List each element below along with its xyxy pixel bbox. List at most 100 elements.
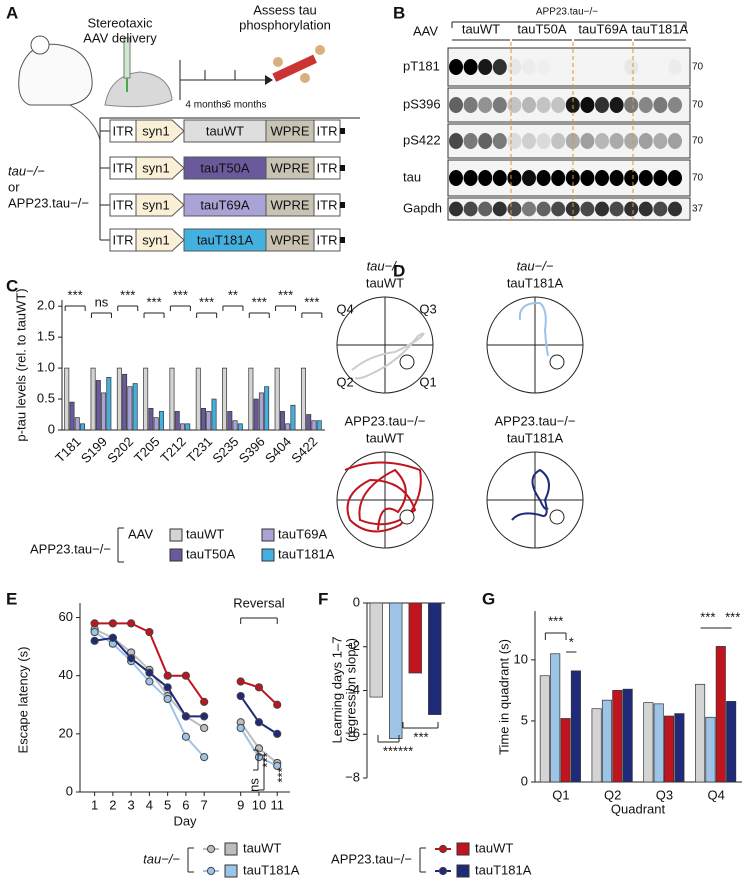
band [478,201,493,217]
band [653,201,668,217]
legend-swatch [261,548,275,562]
bar [237,423,243,431]
annotation: *** [725,609,740,624]
bar [300,367,306,431]
quadrant-label: Q2 [336,374,353,389]
platform [549,354,565,370]
band [639,59,653,75]
lane-label: tauT69A [578,21,627,36]
band [610,59,624,75]
x-tick-label: T181 [52,434,84,466]
band [478,170,493,186]
construct-part: WPRE [271,160,310,175]
y-axis-label: p-tau levels (rel. to tauWT) [13,288,28,441]
point [163,671,172,680]
end-cap [340,165,345,171]
mouse-construct: tauWT [366,275,404,290]
x-tick-label: S202 [104,434,136,466]
legend-label: tauT69A [278,526,327,541]
point [145,668,154,677]
construct-part: ITR [317,160,338,175]
band [463,133,478,149]
band [478,133,493,149]
mw-label: 37 [692,204,704,215]
point [200,697,209,706]
end-cap [340,128,345,134]
band [551,201,566,217]
x-tick-label: 9 [237,797,244,812]
x-tick-label: S235 [209,434,241,466]
bar [664,715,675,783]
bar [169,367,175,431]
band [551,133,566,149]
a-text: 4 months [185,100,226,111]
legend-group: APP23.tau−/− [30,541,111,556]
bar [601,699,612,783]
bar [143,367,149,431]
panel-label: A [6,3,18,22]
promoter [135,228,185,252]
a-text: APP23.tau−/− [8,195,89,210]
y-tick-label: −8 [345,769,360,784]
y-tick-label: 0 [521,773,528,788]
band [507,201,522,217]
x-tick-label: Q4 [707,787,724,802]
band [653,170,668,186]
band [668,59,682,75]
band [609,201,624,217]
construct-part: ITR [113,197,134,212]
bar [158,411,164,431]
bar [74,417,80,431]
band [522,97,536,113]
band [595,201,609,217]
y-tick-label: −4 [345,682,360,697]
x-tick-label: Q2 [604,787,621,802]
band [638,170,653,186]
mw-label: 70 [692,136,704,147]
x-tick-label: 1 [91,797,98,812]
construct-part: tauT50A [200,160,249,175]
mouse-construct: tauT181A [507,430,564,445]
band [449,170,463,186]
point [108,619,117,628]
legend-title: AAV [128,526,153,541]
significance: *** [173,287,188,302]
phospho [315,45,325,55]
construct-part: ITR [113,232,134,247]
band [463,59,478,75]
a-text: 6 months [225,100,266,111]
y-axis-label: (regression slope) [343,638,358,742]
y-tick-label: 1.5 [37,329,55,344]
bar [311,420,317,431]
bar [726,701,737,783]
annotation: ****** [383,743,413,758]
promoter [135,193,185,217]
bar [560,718,571,783]
x-axis-label: Day [173,813,197,828]
end-cap [340,202,345,208]
point [200,723,209,733]
bar [695,683,706,783]
band [449,133,463,149]
platform [399,509,415,525]
band [522,201,536,217]
swim-track [518,301,549,357]
promoter [135,156,185,180]
mouse-genotype: tau−/− [367,258,404,273]
mouse-genotype: APP23.tau−/− [495,413,576,428]
y-axis-label: Escape latency (s) [15,647,30,754]
bar [253,398,259,431]
panel-label: G [482,589,495,608]
band [449,97,463,113]
bar [80,423,86,431]
bar [174,411,180,431]
construct-part: WPRE [271,232,310,247]
legend-group: APP23.tau−/− [331,851,412,866]
mw-label: 70 [692,100,704,111]
band [463,170,478,186]
significance: *** [199,294,214,309]
y-tick-label: 5 [521,712,528,727]
arrow-head [265,75,273,85]
band [668,97,682,113]
band [492,97,507,113]
